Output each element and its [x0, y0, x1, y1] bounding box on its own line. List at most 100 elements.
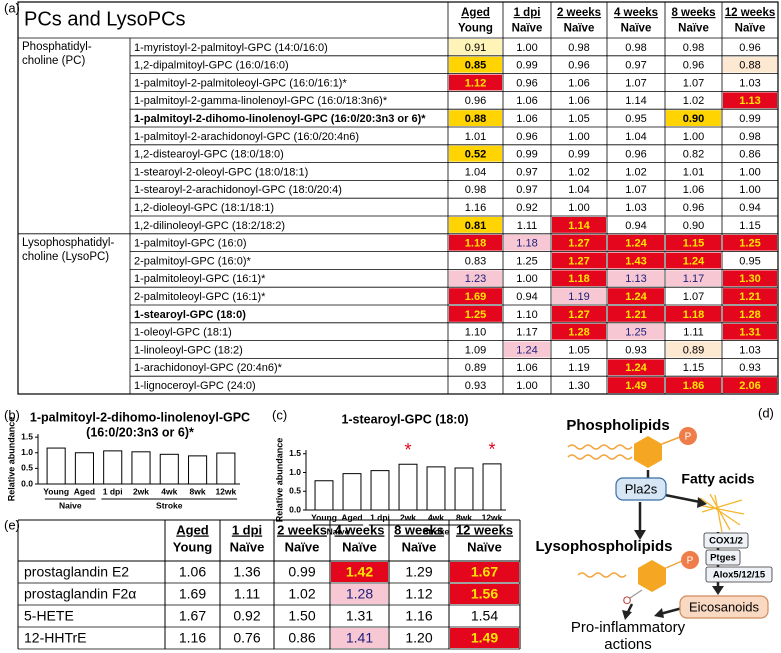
- cell-value: 1.25: [625, 327, 646, 339]
- cell-value: 1.02: [683, 95, 704, 107]
- cell-value: 0.96: [516, 77, 537, 89]
- cell-value: 1.06: [568, 95, 589, 107]
- cell-value: 1.19: [568, 362, 589, 374]
- cell-value: 1.36: [233, 564, 260, 580]
- cell-value: 1.06: [516, 362, 537, 374]
- enzyme-label: Pla2s: [625, 481, 658, 496]
- cell-value: 1.18: [465, 238, 486, 250]
- cell-value: 1.21: [739, 291, 760, 303]
- cell-value: 1.14: [568, 220, 590, 232]
- x-tick-label: 4wk: [428, 512, 444, 522]
- column-header: Naïve: [402, 539, 437, 554]
- cell-value: 1.17: [516, 327, 537, 339]
- row-name: 2-palmitoyl-GPC (16:0)*: [134, 255, 251, 267]
- fatty-acid-cluster: [697, 493, 745, 533]
- cell-value: 1.12: [405, 586, 432, 602]
- cell-value: 1.15: [739, 220, 760, 232]
- cell-value: 1.27: [568, 238, 589, 250]
- chart-title: (16:0/20:3n3 or 6)*: [86, 425, 194, 439]
- x-tick-label: Young: [43, 486, 69, 496]
- group-label: choline (PC): [22, 55, 85, 67]
- cell-value: 1.31: [739, 327, 760, 339]
- highlight-cell: [449, 234, 502, 251]
- cell-value: 0.98: [625, 42, 646, 54]
- node-label: Eicosanoids: [689, 599, 760, 614]
- cell-value: 1.30: [568, 380, 589, 392]
- highlight-cell: [450, 562, 519, 582]
- column-header: 8 weeks: [671, 7, 715, 19]
- panel-label: (b): [4, 407, 20, 422]
- row-name: 5-HETE: [24, 608, 74, 624]
- row-name: prostaglandin E2: [24, 564, 129, 580]
- row-name: 1-palmitoyl-2-palmitoleoyl-GPC (16:0/16:…: [134, 77, 347, 89]
- cell-value: 1.07: [683, 291, 704, 303]
- cell-value: 1.25: [516, 255, 537, 267]
- glycerol-hexagon: [634, 436, 662, 468]
- bar: [46, 447, 66, 485]
- highlight-cell: [552, 270, 606, 287]
- cell-value: 1.07: [625, 184, 646, 196]
- cell-value: 1.00: [739, 166, 760, 178]
- cell-value: 1.86: [683, 380, 704, 392]
- highlight-cell: [666, 377, 721, 393]
- column-header: 2 weeks: [277, 522, 327, 537]
- highlight-cell: [666, 306, 721, 322]
- row-name: 1-palmitoyl-2-dihomo-linolenoyl-GPC (16:…: [134, 113, 426, 125]
- node-label: Lysophospholipids: [536, 538, 673, 555]
- panel-label: (c): [272, 407, 287, 422]
- cell-value: 1.18: [516, 238, 537, 250]
- cell-value: 0.97: [625, 60, 646, 72]
- cell-value: 1.00: [516, 380, 537, 392]
- x-tick-label: Aged: [341, 512, 362, 522]
- row-name: 1-linoleoyl-GPC (18:2): [134, 344, 243, 356]
- cell-value: 1.24: [625, 238, 647, 250]
- cell-value: 0.89: [683, 344, 704, 356]
- row-name: 1-arachidonoyl-GPC (20:4n6)*: [134, 362, 283, 374]
- highlight-cell: [608, 306, 664, 322]
- cell-value: 1.01: [683, 166, 704, 178]
- y-tick-label: 1.5: [289, 448, 301, 458]
- cell-value: 0.83: [465, 255, 486, 267]
- y-axis-label: Relative abundance: [274, 438, 284, 523]
- cell-value: 1.41: [346, 630, 373, 646]
- diagram: Phospholipids P Pla2s Fatty acids COX1/2…: [536, 417, 773, 653]
- bar: [342, 473, 362, 511]
- y-tick-label: 1.0: [21, 447, 33, 457]
- cell-value: 1.15: [683, 362, 704, 374]
- cell-value: 1.03: [739, 77, 760, 89]
- cell-value: 1.06: [683, 184, 704, 196]
- row-name: 1,2-dilinoleoyl-GPC (18:2/18:2): [134, 220, 285, 232]
- cell-value: 0.99: [516, 149, 537, 161]
- cell-value: 0.94: [625, 220, 646, 232]
- bar: [426, 466, 446, 511]
- highlight-cell: [723, 288, 777, 304]
- cell-value: 1.14: [625, 95, 646, 107]
- highlight-cell: [449, 217, 502, 233]
- cell-value: 1.16: [179, 630, 206, 646]
- cell-value: 1.11: [683, 327, 704, 339]
- highlight-cell: [723, 306, 777, 322]
- highlight-cell: [449, 110, 502, 126]
- cell-value: 1.16: [465, 202, 486, 214]
- highlight-cell: [449, 145, 502, 162]
- cell-value: 1.06: [179, 564, 206, 580]
- column-header: Naïve: [342, 539, 377, 554]
- cell-value: 1.24: [516, 344, 537, 356]
- highlight-cell: [552, 217, 606, 233]
- cell-value: 0.94: [739, 202, 760, 214]
- x-tick-label: 8wk: [456, 512, 472, 522]
- highlight-cell: [449, 306, 502, 322]
- cell-value: 0.99: [568, 149, 589, 161]
- highlight-cell: [723, 270, 777, 287]
- hydroxyl-label: O: [623, 595, 632, 607]
- column-header: 4 weeks: [614, 7, 658, 19]
- cell-value: 0.99: [516, 60, 537, 72]
- row-name: 1,2-dioleoyl-GPC (18:1/18:1): [134, 202, 274, 214]
- column-header: 12 weeks: [456, 522, 513, 537]
- cell-value: 1.04: [465, 166, 486, 178]
- highlight-cell: [449, 39, 502, 55]
- bond: [665, 560, 683, 569]
- cell-value: 0.89: [465, 362, 486, 374]
- phosphate-label: P: [687, 556, 694, 567]
- row-name: 1-palmitoyl-GPC (16:0): [134, 238, 246, 250]
